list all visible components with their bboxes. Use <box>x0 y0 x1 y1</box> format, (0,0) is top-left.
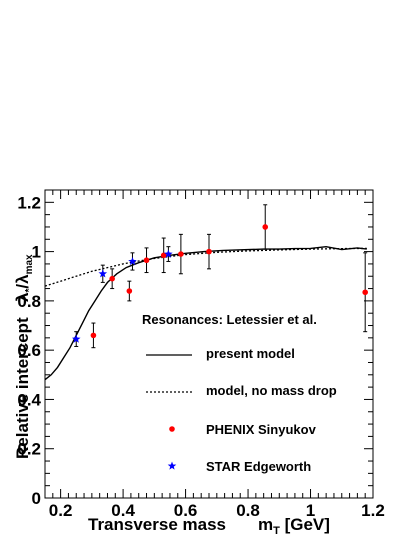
y-tick-label: 0.4 <box>17 390 41 409</box>
y-tick-label: 1 <box>32 243 41 262</box>
x-axis-symbol: mT [GeV] <box>258 515 330 537</box>
y-tick-label: 0.8 <box>17 292 41 311</box>
x-tick-label: 1.2 <box>361 501 385 520</box>
legend-circle-marker <box>169 426 175 432</box>
x-tick-label: 0.6 <box>174 501 198 520</box>
legend-star-marker <box>167 461 177 470</box>
legend-label: model, no mass drop <box>206 383 337 398</box>
annotation-resonances: Resonances: Letessier et al. <box>142 312 317 327</box>
x-tick-label: 1 <box>306 501 315 520</box>
x-tick-label: 0.4 <box>111 501 135 520</box>
star-edgeworth-point <box>128 257 137 266</box>
phenix-sinyukov-point <box>206 248 212 255</box>
y-tick-label: 0.2 <box>17 440 41 459</box>
legend-label: STAR Edgeworth <box>206 459 311 474</box>
y-tick-label: 0 <box>32 489 41 508</box>
star-edgeworth-point <box>72 334 81 343</box>
phenix-sinyukov-point <box>90 332 97 339</box>
y-tick-label: 1.2 <box>17 193 41 212</box>
star-edgeworth-point <box>98 269 108 278</box>
axis-ticks: 0.2 0.4 0.6 0.8 1 1.2 0 0.2 0.4 0.6 0.8 1 1.2 <box>17 189 385 520</box>
x-tick-label: 0.8 <box>236 501 260 520</box>
curve-no-mass-drop <box>44 247 367 287</box>
star-edgeworth-point <box>164 249 173 258</box>
y-tick-label: 0.6 <box>17 341 41 360</box>
legend: present model model, no mass drop PHENIX S… <box>146 346 337 474</box>
legend-label: present model <box>206 346 295 361</box>
x-axis-title: Transverse mass <box>88 515 226 534</box>
phenix-sinyukov-point <box>143 257 150 264</box>
data-points <box>72 204 368 349</box>
phenix-sinyukov-point <box>178 251 184 257</box>
phenix-sinyukov-point <box>126 288 133 294</box>
legend-label: PHENIX Sinyukov <box>206 422 317 437</box>
phenix-sinyukov-point <box>160 252 167 259</box>
phenix-sinyukov-point <box>109 275 115 282</box>
x-tick-label: 0.2 <box>49 501 73 520</box>
phenix-sinyukov-point <box>362 289 368 296</box>
phenix-sinyukov-point <box>262 224 269 230</box>
y-axis-ratio-label: λ*/λmax <box>13 254 35 302</box>
y-axis-title: Relative intercept <box>13 317 32 459</box>
